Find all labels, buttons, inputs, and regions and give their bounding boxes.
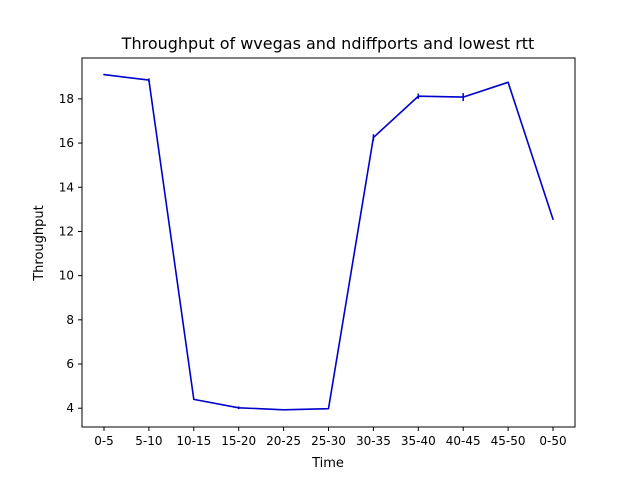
- x-tick-label: 40-45: [446, 434, 481, 448]
- x-tick-label: 0-5: [94, 434, 114, 448]
- x-tick-label: 30-35: [356, 434, 391, 448]
- y-axis-label: Throughput: [32, 205, 47, 282]
- y-tick-label: 10: [59, 269, 74, 283]
- y-tick-label: 6: [66, 357, 74, 371]
- x-tick-label: 35-40: [401, 434, 436, 448]
- x-tick-label: 15-20: [221, 434, 256, 448]
- x-tick-label: 25-30: [311, 434, 346, 448]
- x-tick-label: 20-25: [266, 434, 301, 448]
- x-tick-label: 10-15: [176, 434, 211, 448]
- x-tick-label: 5-10: [135, 434, 162, 448]
- chart-title: Throughput of wvegas and ndiffports and …: [121, 34, 535, 53]
- series-line-0: [103, 73, 554, 411]
- x-axis-label: Time: [311, 456, 344, 471]
- x-tick-label: 0-50: [539, 434, 566, 448]
- y-tick-label: 16: [59, 136, 74, 150]
- x-tick-label: 45-50: [491, 434, 526, 448]
- y-tick-label: 8: [66, 313, 74, 327]
- y-tick-label: 12: [59, 224, 74, 238]
- y-tick-label: 18: [59, 92, 74, 106]
- plot-area: 4 6 8 10 12 14 16 18 0-5 5-10 10-15 15-20 20-25 25-30…: [59, 73, 567, 448]
- y-tick-label: 4: [66, 401, 74, 415]
- axes-frame: [81, 57, 576, 428]
- y-tick-label: 14: [59, 180, 74, 194]
